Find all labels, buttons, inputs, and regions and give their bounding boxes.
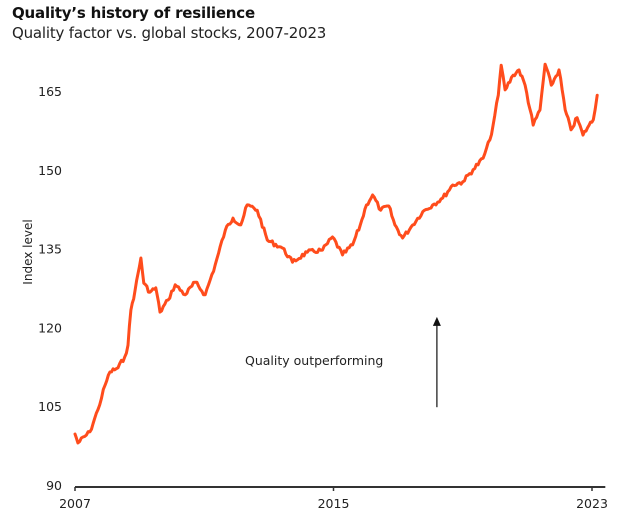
y-tick-label: 90 [46,478,62,493]
series-line-quality [73,62,599,445]
chart-subtitle: Quality factor vs. global stocks, 2007-2… [12,24,327,42]
annotation-label: Quality outperforming [245,353,383,368]
x-tick-label: 2007 [59,496,91,511]
y-tick-label: 135 [38,242,62,257]
x-tick-label: 2023 [576,496,608,511]
chart-title: Quality’s history of resilience [12,4,255,22]
arrow-up-icon [432,316,441,326]
x-axis-ticks: 2007 2015 2023 [59,487,608,511]
y-tick-label: 150 [38,163,62,178]
y-axis-title: Index level [21,219,35,284]
y-tick-label: 165 [38,84,62,99]
y-axis-ticks: 90 105 120 135 150 165 [38,84,62,493]
y-tick-label: 105 [38,399,62,414]
x-tick-label: 2015 [318,496,350,511]
y-tick-label: 120 [38,320,62,335]
